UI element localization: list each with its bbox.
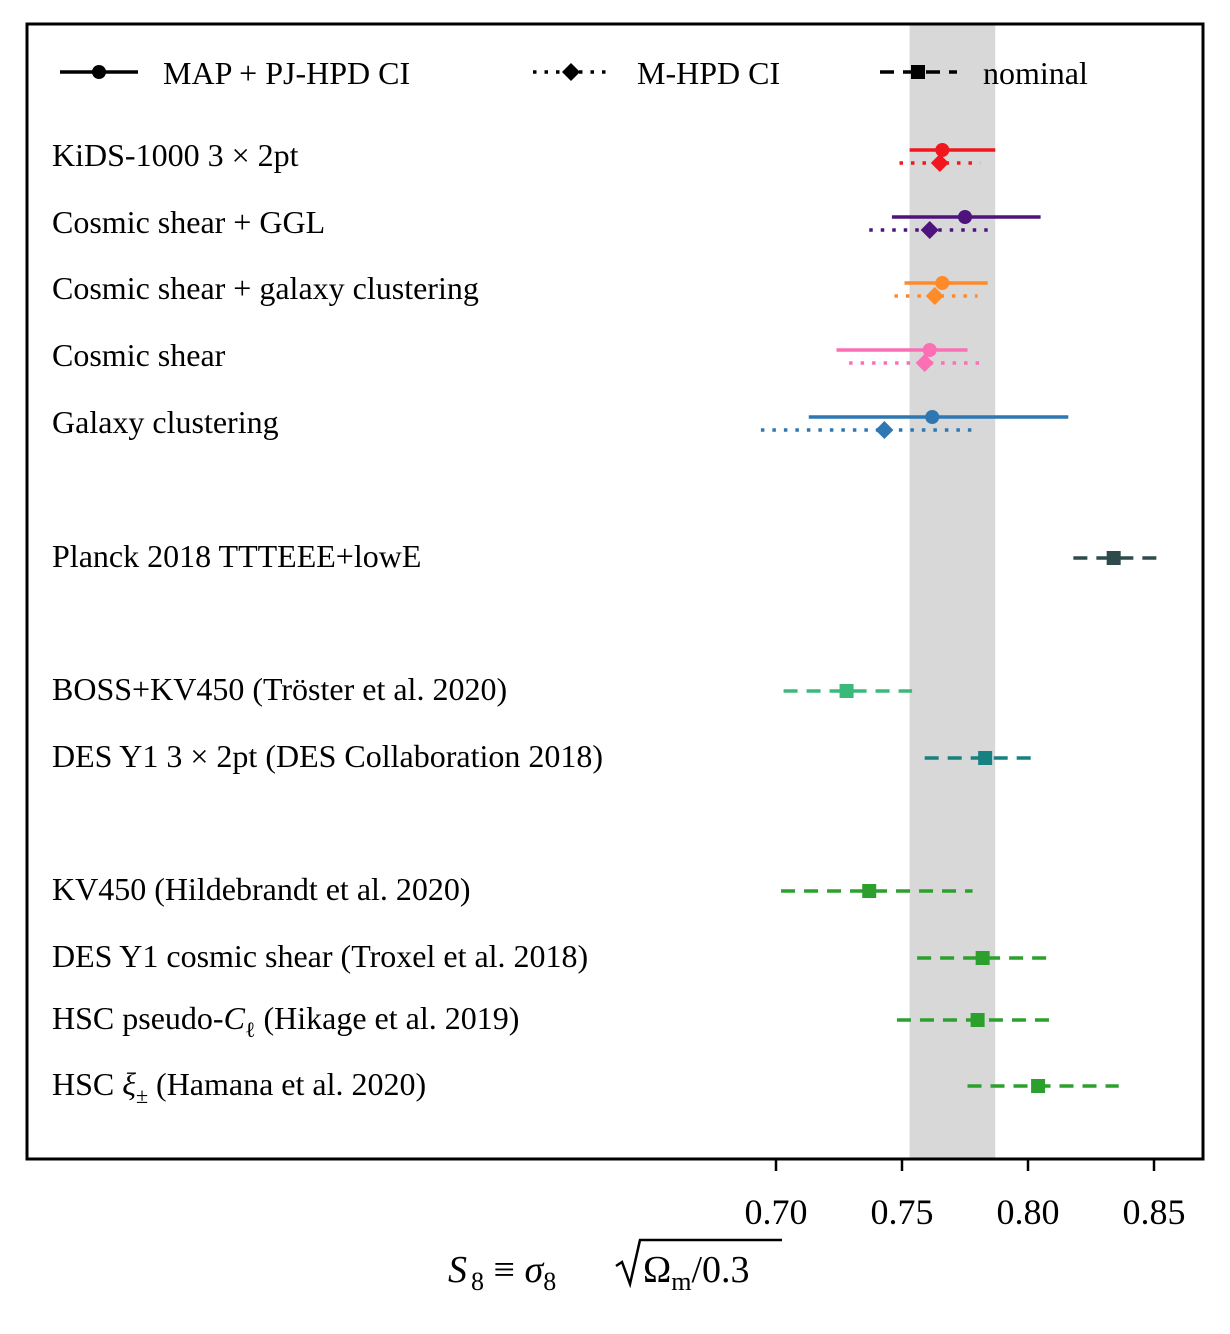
row-marks <box>899 143 996 172</box>
nominal-point <box>970 1013 985 1027</box>
axis-title-symbol: S <box>448 1249 467 1291</box>
row-marks <box>869 210 1041 239</box>
map-point <box>935 143 950 157</box>
row-label: HSC pseudo-Cℓ (Hikage et al. 2019) <box>52 1000 519 1042</box>
axis-title-symbol: σ <box>524 1249 544 1291</box>
axis-title-subscript: m <box>671 1267 691 1296</box>
sqrt-sign <box>615 1238 782 1289</box>
row-marks <box>894 276 988 305</box>
label-text: HSC pseudo- <box>52 1000 224 1036</box>
row-marks <box>967 1079 1119 1093</box>
row-marks <box>836 343 981 372</box>
label-text: HSC <box>52 1066 122 1102</box>
nominal-point <box>1031 1079 1046 1093</box>
row-label: Galaxy clustering <box>52 404 279 440</box>
legend-label: M-HPD CI <box>637 55 780 91</box>
row-label: Planck 2018 TTTEEE+lowE <box>52 538 421 574</box>
axis-title-subscript: 8 <box>471 1267 484 1296</box>
reference-band <box>909 24 996 1159</box>
label-subscript: ℓ <box>245 1017 256 1042</box>
label-text: (Hamana et al. 2020) <box>148 1066 426 1102</box>
mhpd-point <box>925 287 944 305</box>
mhpd-point <box>930 154 949 172</box>
map-point <box>935 276 950 290</box>
map-point <box>958 210 972 224</box>
row-label: BOSS+KV450 (Tröster et al. 2020) <box>52 671 507 707</box>
legend-square-marker <box>911 65 925 79</box>
row-marks <box>760 410 1069 439</box>
row-label: KV450 (Hildebrandt et al. 2020) <box>52 871 471 907</box>
row-marks <box>896 1013 1056 1027</box>
mhpd-point <box>915 354 934 372</box>
row-labels: KiDS-1000 3 × 2pt Cosmic shear + GGL Cosmi… <box>52 137 603 1108</box>
row-label: DES Y1 cosmic shear (Troxel et al. 2018) <box>52 938 588 974</box>
map-point <box>922 343 937 357</box>
nominal-point <box>839 684 854 698</box>
legend-circle-marker <box>92 65 106 79</box>
nominal-point <box>862 884 877 898</box>
plot-frame <box>25 22 1205 1161</box>
x-tick-label: 0.70 <box>745 1192 808 1232</box>
row-marks <box>924 751 1039 765</box>
legend-item: MAP + PJ-HPD CI <box>60 55 410 91</box>
mhpd-point <box>875 421 894 439</box>
map-point <box>925 410 940 424</box>
row-label: HSC ξ± (Hamana et al. 2020) <box>52 1066 426 1108</box>
row-label: DES Y1 3 × 2pt (DES Collaboration 2018) <box>52 738 603 774</box>
label-text: (Hikage et al. 2019) <box>255 1000 519 1036</box>
legend-diamond-marker <box>562 63 580 81</box>
nominal-point <box>978 751 993 765</box>
axis-title-subscript: 8 <box>543 1267 556 1296</box>
row-marks <box>781 884 973 898</box>
x-tick-label: 0.80 <box>997 1192 1060 1232</box>
plot-layer <box>760 24 1157 1159</box>
label-symbol: C <box>224 1000 246 1036</box>
row-marks <box>917 951 1054 965</box>
axis-title-text: /0.3 <box>691 1249 749 1291</box>
nominal-point <box>1106 551 1121 565</box>
legend-item: nominal <box>880 55 1088 91</box>
mhpd-point <box>920 221 939 239</box>
x-axis: 0.70 0.75 0.80 0.85S 8 ≡ σ8 Ωm/0.3 <box>448 1159 1186 1296</box>
row-label: Cosmic shear <box>52 337 226 373</box>
row-marks <box>1073 551 1157 565</box>
legend-label: MAP + PJ-HPD CI <box>163 55 410 91</box>
label-subscript: ± <box>136 1083 148 1108</box>
x-tick-label: 0.75 <box>871 1192 934 1232</box>
x-axis-title-radicand: Ωm/0.3 <box>643 1249 750 1296</box>
row-label: Cosmic shear + GGL <box>52 204 325 240</box>
legend-item: M-HPD CI <box>533 55 780 91</box>
row-label: KiDS-1000 3 × 2pt <box>52 137 299 173</box>
legend-label: nominal <box>983 55 1088 91</box>
legend: MAP + PJ-HPD CI M-HPD CI nominal <box>60 55 1088 91</box>
label-symbol: ξ <box>122 1066 136 1102</box>
nominal-point <box>975 951 990 965</box>
axis-title-operator: ≡ <box>484 1249 524 1291</box>
row-label: Cosmic shear + galaxy clustering <box>52 270 479 306</box>
row-marks <box>783 684 913 698</box>
axis-title-symbol: Ω <box>643 1249 671 1291</box>
x-tick-label: 0.85 <box>1123 1192 1186 1232</box>
